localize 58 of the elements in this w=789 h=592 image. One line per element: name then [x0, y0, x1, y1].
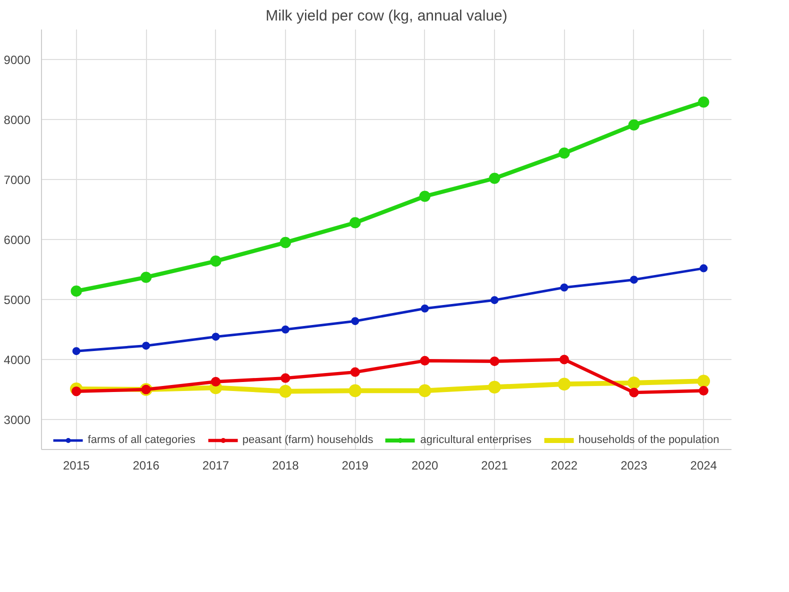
- point: [628, 119, 640, 130]
- point: [630, 276, 638, 284]
- legend-label: agricultural enterprises: [420, 434, 532, 446]
- point: [697, 374, 710, 388]
- point: [212, 332, 220, 341]
- point: [72, 386, 82, 396]
- point: [72, 347, 80, 356]
- legend-label: households of the population: [578, 434, 720, 446]
- point: [140, 272, 152, 283]
- point: [698, 386, 708, 396]
- point: [559, 354, 570, 364]
- point: [418, 384, 432, 398]
- legend-label: peasant (farm) households: [242, 434, 374, 446]
- point: [700, 264, 708, 272]
- point: [490, 356, 500, 366]
- point: [280, 373, 290, 383]
- y-tick-label: 5000: [4, 293, 31, 307]
- point: [628, 376, 640, 390]
- point: [281, 326, 290, 334]
- y-tick-label: 3000: [4, 413, 31, 427]
- legend-label: farms of all categories: [88, 434, 196, 446]
- x-tick-label: 2021: [481, 458, 508, 472]
- point: [350, 367, 360, 377]
- point: [210, 256, 222, 267]
- point: [351, 317, 360, 326]
- x-tick-label: 2024: [690, 458, 718, 472]
- x-tick-label: 2016: [132, 458, 160, 472]
- point: [490, 296, 499, 304]
- point: [279, 384, 292, 398]
- point: [629, 388, 639, 398]
- point: [210, 376, 221, 386]
- chart-title: Milk yield per cow (kg, annual value): [266, 8, 508, 24]
- x-tick-label: 2023: [620, 458, 648, 472]
- y-tick-label: 9000: [4, 53, 31, 67]
- y-tick-label: 7000: [4, 173, 31, 187]
- point: [558, 148, 570, 159]
- point: [142, 342, 150, 350]
- x-tick-label: 2022: [550, 458, 578, 472]
- x-tick-label: 2015: [63, 458, 90, 472]
- point: [280, 236, 292, 248]
- point: [698, 96, 710, 108]
- y-tick-label: 6000: [4, 233, 31, 247]
- x-tick-label: 2017: [202, 458, 230, 472]
- point: [420, 304, 429, 312]
- x-tick-label: 2018: [272, 458, 300, 472]
- point: [488, 380, 501, 394]
- point: [488, 172, 500, 184]
- point: [70, 286, 82, 297]
- point: [420, 356, 430, 366]
- point: [419, 190, 430, 202]
- x-tick-label: 2020: [411, 458, 439, 472]
- point: [558, 378, 571, 390]
- point: [350, 217, 361, 228]
- y-tick-label: 8000: [4, 113, 31, 127]
- x-tick-label: 2019: [342, 458, 369, 472]
- point: [560, 284, 568, 292]
- point: [348, 384, 362, 398]
- y-tick-label: 4000: [4, 353, 31, 367]
